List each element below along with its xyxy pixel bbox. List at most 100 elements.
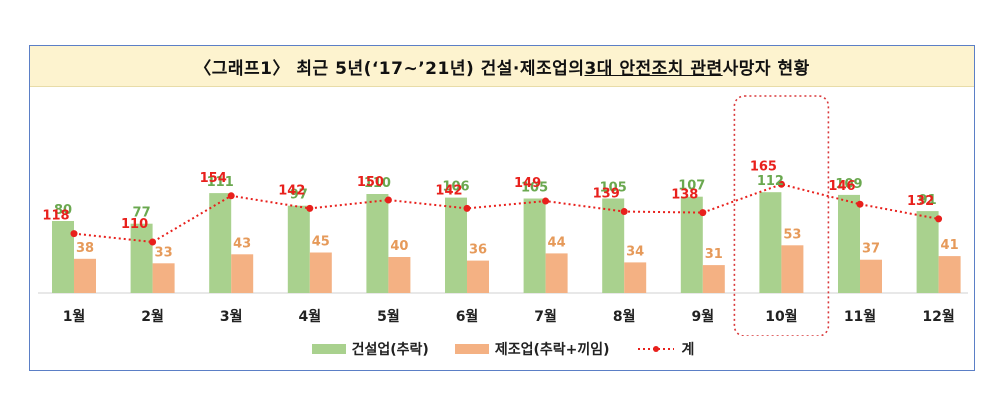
legend-label-construction: 건설업(추락) <box>351 342 429 358</box>
bar-construction <box>838 194 860 293</box>
point-total <box>227 192 235 200</box>
data-label-construction: 110 <box>364 176 391 191</box>
data-label-construction: 111 <box>207 175 234 190</box>
data-label-construction: 105 <box>521 181 548 196</box>
data-label-total: 139 <box>593 187 620 202</box>
x-tick-label: 4월 <box>298 308 321 325</box>
data-label-total: 154 <box>200 171 227 186</box>
legend-swatch-total <box>637 346 674 352</box>
data-label-manufacturing: 37 <box>862 242 880 257</box>
data-label-construction: 97 <box>290 188 308 203</box>
data-label-total: 138 <box>671 188 698 203</box>
point-total <box>463 204 471 212</box>
data-label-total: 118 <box>42 209 69 224</box>
data-label-manufacturing: 44 <box>548 235 566 250</box>
data-label-manufacturing: 43 <box>233 236 251 251</box>
bar-construction <box>366 194 389 293</box>
series-line-total <box>73 183 939 244</box>
point-total <box>306 204 314 212</box>
bar-construction <box>209 193 232 293</box>
bar-construction <box>445 197 467 293</box>
x-tick-label: 12월 <box>922 308 954 325</box>
data-label-construction: 107 <box>678 179 705 194</box>
x-tick-label: 3월 <box>220 308 243 325</box>
chart-title: 〈그래프1〉 최근 5년(‘17∼’21년) 건설·제조업의 3대 안전조치 관… <box>30 46 974 87</box>
data-label-manufacturing: 31 <box>705 247 723 262</box>
point-total <box>542 197 550 205</box>
data-label-total: 142 <box>435 183 462 198</box>
bar-manufacturing <box>74 258 96 293</box>
chart-frame: 〈그래프1〉 최근 5년(‘17∼’21년) 건설·제조업의 3대 안전조치 관… <box>29 45 975 371</box>
title-prefix: 〈그래프1〉 최근 5년(‘17∼’21년) 건설·제조업의 <box>194 58 585 79</box>
x-tick-label: 2월 <box>141 308 164 325</box>
title-suffix: 사망자 현황 <box>722 58 810 79</box>
data-label-manufacturing: 33 <box>155 245 173 260</box>
point-total <box>384 196 392 204</box>
data-label-total: 165 <box>750 159 777 174</box>
point-total <box>699 209 707 217</box>
point-total <box>777 180 785 188</box>
data-label-manufacturing: 53 <box>783 227 801 242</box>
data-label-construction: 105 <box>600 181 627 196</box>
data-label-construction: 77 <box>133 206 151 221</box>
bar-construction <box>916 211 939 293</box>
point-total <box>70 230 78 238</box>
bar-manufacturing <box>545 253 568 293</box>
legend-item-construction: 건설업(추락) <box>311 339 429 359</box>
data-label-total: 110 <box>121 217 148 232</box>
legend-item-manufacturing: 제조업(추락+끼임) <box>454 339 610 359</box>
bar-manufacturing <box>152 263 175 293</box>
x-tick-label: 10월 <box>765 308 797 325</box>
x-tick-label: 9월 <box>691 308 714 325</box>
data-label-manufacturing: 38 <box>76 241 94 256</box>
bar-manufacturing <box>467 260 489 293</box>
data-label-manufacturing: 36 <box>469 243 487 258</box>
point-total <box>149 238 157 246</box>
legend-swatch-manufacturing <box>454 344 489 354</box>
bar-construction <box>523 198 546 293</box>
bar-manufacturing <box>860 259 882 293</box>
legend-swatch-construction <box>311 344 346 354</box>
data-label-total: 149 <box>514 176 541 191</box>
data-label-construction: 80 <box>54 203 72 218</box>
data-label-manufacturing: 41 <box>941 238 959 253</box>
bar-manufacturing <box>309 252 332 293</box>
data-label-manufacturing: 40 <box>390 239 408 254</box>
legend-label-manufacturing: 제조업(추락+끼임) <box>494 342 610 358</box>
data-label-manufacturing: 34 <box>626 244 644 259</box>
data-label-construction: 106 <box>442 180 469 195</box>
x-tick-label: 11월 <box>844 308 876 325</box>
data-label-total: 132 <box>907 194 934 209</box>
bar-manufacturing <box>388 257 411 293</box>
bar-construction <box>680 196 703 293</box>
point-total <box>620 208 628 216</box>
x-tick-label: 6월 <box>456 308 479 325</box>
x-tick-label: 8월 <box>613 308 636 325</box>
data-label-construction: 109 <box>835 177 862 192</box>
chart-legend: 건설업(추락) 제조업(추락+끼임) 계 <box>30 336 976 362</box>
bar-manufacturing <box>231 254 254 293</box>
x-tick-label: 5월 <box>377 308 400 325</box>
point-total <box>935 215 943 223</box>
bar-manufacturing <box>938 256 961 293</box>
bar-manufacturing <box>781 245 804 293</box>
legend-label-total: 계 <box>681 342 695 358</box>
title-underlined: 3대 안전조치 관련 <box>584 58 723 79</box>
bar-construction <box>130 223 153 293</box>
bar-construction <box>759 192 782 293</box>
data-label-total: 142 <box>278 183 305 198</box>
bar-manufacturing <box>624 262 647 293</box>
point-total <box>856 200 864 208</box>
data-label-construction: 112 <box>757 174 784 189</box>
chart-plot: 80 38 118 1월 77 33 110 2월 111 43 154 3월 97 45 142 4월 110… <box>38 95 968 336</box>
bar-construction <box>287 205 310 293</box>
bar-construction <box>602 198 625 293</box>
data-label-manufacturing: 45 <box>312 235 330 250</box>
legend-item-total: 계 <box>636 339 695 359</box>
data-label-construction: 91 <box>919 193 937 208</box>
x-tick-label: 7월 <box>534 308 557 325</box>
highlight-box <box>733 95 830 336</box>
x-tick-label: 1월 <box>63 308 86 325</box>
bar-construction <box>52 221 74 293</box>
data-label-total: 150 <box>357 175 384 190</box>
